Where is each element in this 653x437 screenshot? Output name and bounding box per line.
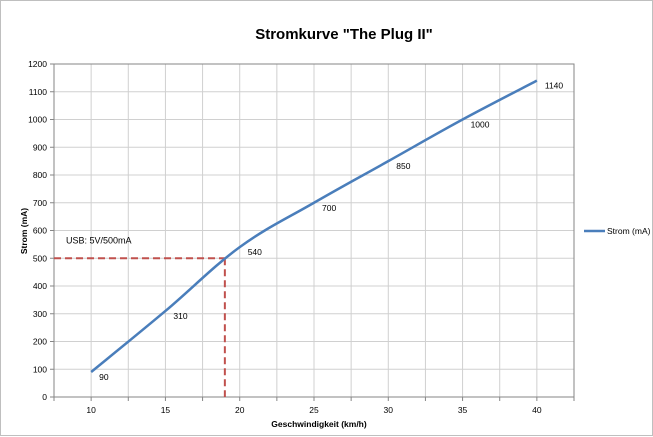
annotation-layer: USB: 5V/500mA — [54, 235, 226, 397]
data-label: 90 — [99, 372, 109, 382]
x-axis-label: Geschwindigkeit (km/h) — [271, 419, 367, 429]
y-tick-label: 900 — [33, 142, 47, 152]
x-tick-label: 25 — [309, 405, 319, 415]
legend: Strom (mA) — [584, 226, 651, 236]
series-line-strom — [90, 79, 538, 373]
y-tick-label: 700 — [33, 198, 47, 208]
data-label: 1140 — [545, 81, 564, 91]
y-tick-label: 800 — [33, 170, 47, 180]
data-label: 850 — [396, 161, 410, 171]
y-tick-label: 1200 — [28, 59, 47, 69]
x-tick-label: 10 — [86, 405, 96, 415]
data-label: 310 — [173, 311, 187, 321]
x-tick-label: 40 — [532, 405, 542, 415]
usb-limit-label: USB: 5V/500mA — [66, 235, 132, 245]
y-tick-label: 500 — [33, 253, 47, 263]
y-tick-label: 300 — [33, 309, 47, 319]
x-tick-label: 35 — [458, 405, 468, 415]
y-tick-label: 400 — [33, 281, 47, 291]
y-axis-label: Strom (mA) — [19, 208, 29, 254]
legend-label-strom: Strom (mA) — [607, 226, 651, 236]
data-label: 540 — [248, 247, 262, 257]
y-tick-label: 100 — [33, 364, 47, 374]
data-label-layer: 90 310 540 700 850 1000 1140 — [99, 81, 563, 382]
x-tick-label: 20 — [235, 405, 245, 415]
grid-layer — [53, 63, 575, 398]
y-tick-label: 1100 — [29, 87, 48, 97]
x-tick-label: 30 — [384, 405, 394, 415]
y-tick-label: 200 — [33, 337, 47, 347]
y-tick-label: 600 — [33, 226, 47, 236]
y-tick-label: 1000 — [28, 115, 47, 125]
x-tick-label: 15 — [161, 405, 171, 415]
y-tick-label: 0 — [42, 392, 47, 402]
data-label: 1000 — [471, 120, 490, 130]
axis-layer: 0 100 200 300 400 500 600 700 800 900 1000 1100 1200… — [28, 59, 575, 415]
data-label: 700 — [322, 203, 336, 213]
plot-area-border — [53, 63, 575, 398]
chart-title: Stromkurve "The Plug II" — [255, 26, 433, 43]
series-layer — [90, 79, 538, 373]
